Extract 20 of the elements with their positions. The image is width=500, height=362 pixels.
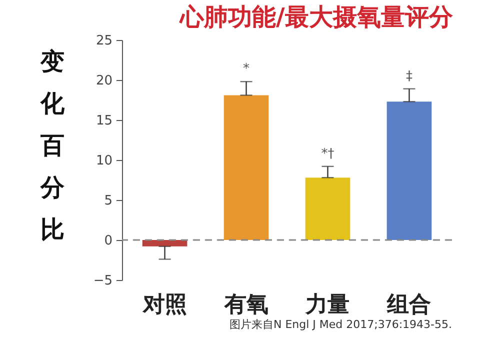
bar	[386, 102, 432, 240]
x-tick-label: 有氧	[223, 292, 268, 318]
y-axis-title: 变化百分比	[40, 48, 66, 244]
y-tick-label: 15	[96, 114, 112, 128]
annotation: *	[243, 62, 250, 77]
text: 图片来自N Engl J Med 2017;376:1943-55.	[229, 318, 452, 331]
y-tick-label: 10	[96, 154, 112, 168]
annotation: ‡	[406, 68, 413, 84]
annotation: *†	[321, 146, 335, 162]
bar	[305, 178, 350, 240]
chart-title: 心肺功能/最大摄氧量评分	[178, 3, 454, 31]
x-tick-label: 力量	[304, 292, 350, 318]
bar	[224, 95, 269, 240]
x-tick-label: 组合	[386, 292, 432, 318]
y-tick-label: 0	[104, 234, 112, 248]
x-tick-label: 对照	[142, 292, 187, 318]
y-tick-label: 20	[96, 74, 112, 88]
y-tick-label: −5	[93, 274, 112, 288]
y-tick-label: 5	[104, 194, 112, 208]
y-tick-label: 25	[96, 34, 112, 48]
